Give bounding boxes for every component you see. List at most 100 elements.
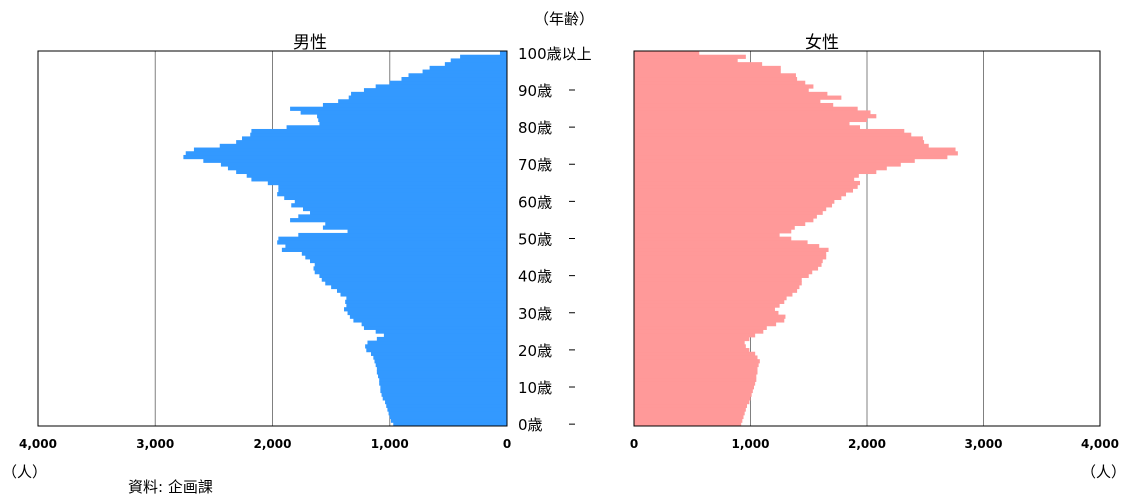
female-bar [634, 221, 806, 227]
male-bar [390, 418, 507, 423]
male-bar [375, 329, 507, 334]
female-bar [634, 325, 767, 330]
female-bar [634, 140, 925, 145]
male-bar [378, 374, 507, 379]
female-bar [634, 422, 742, 427]
male-bar [219, 143, 508, 149]
male-bar [251, 177, 507, 182]
female-bar [634, 214, 817, 219]
male-bar [387, 407, 507, 412]
female-bar [634, 262, 822, 267]
female-bar [634, 192, 847, 197]
age-label: 70歳 [518, 156, 552, 174]
female-bar [634, 392, 752, 397]
female-bar [634, 162, 901, 167]
male-x-tick-label: 0 [503, 437, 511, 451]
male-title: 男性 [293, 33, 327, 53]
female-x-tick-labels: 0 1,000 2,000 3,000 4,000 [630, 437, 1119, 451]
male-bar [361, 322, 507, 327]
age-label: 60歳 [518, 193, 552, 211]
female-bar [634, 147, 956, 152]
female-bar [634, 151, 958, 156]
male-bar [284, 195, 507, 201]
male-plot-frame [37, 50, 508, 427]
male-bar [322, 102, 507, 108]
male-bar [389, 414, 507, 420]
source-note: 資料: 企画課 [128, 478, 213, 496]
female-bar [634, 377, 757, 382]
female-bar [634, 258, 823, 264]
male-bar [291, 203, 507, 208]
female-bar [634, 370, 758, 375]
male-bar [380, 385, 507, 390]
female-bar [634, 362, 759, 368]
male-bar [300, 110, 507, 115]
female-bar [634, 102, 834, 108]
male-bar [422, 69, 507, 74]
female-bar [634, 177, 855, 182]
female-bar [634, 166, 887, 171]
male-bar [325, 281, 507, 286]
female-bar [634, 348, 750, 353]
male-bar [363, 88, 507, 93]
female-bar [634, 106, 858, 111]
female-bar [634, 396, 751, 401]
female-bar [634, 244, 820, 249]
female-bar [634, 65, 781, 71]
female-bar [634, 385, 754, 390]
male-bar [251, 128, 507, 134]
male-bar [183, 154, 507, 160]
male-bar [319, 273, 507, 278]
female-bar [634, 288, 798, 293]
male-x-tick-labels: 0 1,000 2,000 3,000 4,000 [19, 437, 511, 451]
male-bar [348, 95, 507, 100]
female-bar [634, 411, 745, 416]
female-bar [634, 333, 756, 338]
male-bar [370, 351, 507, 356]
male-x-tick-label: 1,000 [371, 437, 409, 451]
male-bar [381, 392, 507, 397]
female-bar [634, 322, 777, 327]
male-bar [499, 51, 507, 56]
male-bar [321, 277, 507, 282]
female-x-tick-label: 3,000 [965, 437, 1003, 451]
female-bar [634, 407, 746, 412]
age-label: 10歳 [518, 379, 552, 397]
male-bar [331, 284, 507, 290]
right-unit-label: （人） [1081, 463, 1126, 481]
female-bar [634, 400, 750, 405]
age-label: 90歳 [518, 82, 552, 100]
female-bar [634, 229, 792, 234]
male-bar [317, 114, 507, 119]
male-bar [298, 214, 507, 219]
age-label: 0歳 [518, 416, 543, 434]
male-bar [277, 240, 507, 245]
male-bar [290, 106, 507, 111]
male-bar [185, 151, 508, 156]
age-label: 30歳 [518, 305, 552, 323]
female-bar [634, 143, 929, 149]
male-bar [376, 336, 507, 342]
male-bar [379, 377, 507, 382]
male-bar [305, 255, 507, 260]
female-plot-frame [633, 50, 1101, 427]
male-bar [363, 325, 507, 330]
female-bar [634, 99, 821, 104]
female-bar [634, 80, 806, 85]
male-bar [401, 76, 507, 82]
female-bar [634, 188, 854, 193]
male-bars [183, 51, 508, 427]
female-bar [634, 184, 858, 189]
female-bar [634, 314, 786, 319]
female-bar [634, 307, 775, 312]
male-bar [277, 192, 507, 197]
female-bar [634, 158, 915, 163]
male-bar [340, 292, 507, 297]
male-bar [336, 288, 507, 293]
male-bar [338, 99, 507, 104]
male-bar [310, 210, 507, 215]
male-bar [242, 136, 507, 141]
female-bar [634, 51, 700, 56]
male-bar [193, 147, 507, 152]
